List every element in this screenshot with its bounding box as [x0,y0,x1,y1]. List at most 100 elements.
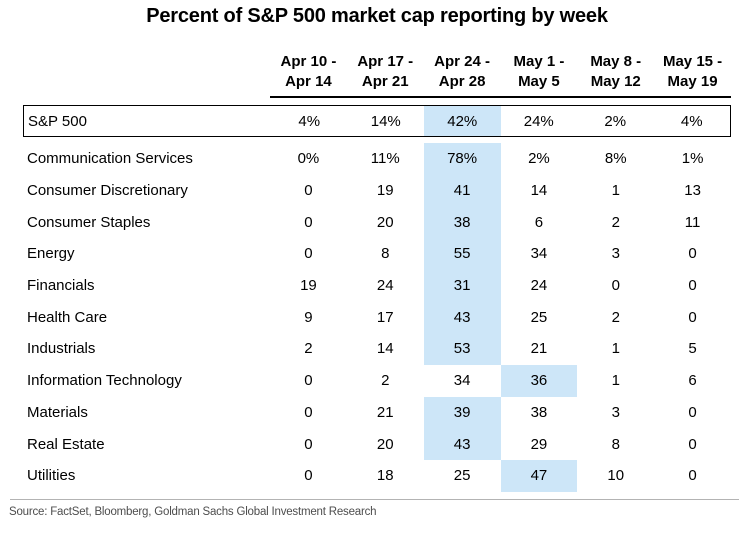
cell-value: 11 [684,213,701,231]
row-label: Communication Services [27,150,193,168]
cell-value: 13 [684,182,701,200]
cell-value: 55 [423,238,501,270]
cell-value: 0% [297,150,320,168]
footer-divider-line [10,499,739,500]
column-header-line1: Apr 10 - [280,53,337,70]
cell-value: 24 [530,277,548,295]
cell-value: 8% [604,150,627,168]
cell-value: 2 [381,372,390,390]
sector-row: Consumer Staples 0 20 38 6 2 11 [23,206,731,239]
sector-row: Utilities 0 18 25 47 10 0 [23,459,731,492]
row-label: Health Care [27,308,108,326]
sector-row: Financials 19 24 31 24 0 0 [23,269,731,302]
column-header-line1: May 1 - [513,53,565,70]
cell-value: 24% [523,112,554,130]
cell-value: 1 [611,372,620,390]
column-header-line1: Apr 17 - [357,53,414,70]
sector-row: Communication Services 0% 11% 78% 2% 8% … [23,143,731,175]
cell-value: 47 [500,459,578,492]
row-label: Real Estate [27,435,105,453]
cell-value: 24 [376,277,394,295]
cell-value: 25 [530,308,548,326]
cell-value: 9 [304,308,313,326]
cell-value: 43 [423,428,501,460]
cell-value: 21 [530,340,548,358]
cell-value: 39 [423,396,501,429]
cell-value: 10 [607,467,625,485]
sp500-row: S&P 500 4% 14% 42% 24% 2% 4% [23,105,731,137]
cell-value: 6 [688,372,697,390]
row-label: Materials [27,403,88,421]
cell-value: 2% [528,150,550,168]
row-label: Industrials [27,340,96,358]
row-label: Consumer Staples [27,213,151,231]
cell-value: 38 [530,403,548,421]
cell-value: 38 [423,206,501,239]
cell-value: 19 [376,182,394,200]
sector-rows: Communication Services 0% 11% 78% 2% 8% … [23,143,731,492]
cell-value: 34 [453,372,471,390]
cell-value: 0 [304,182,313,200]
cell-value: 0 [304,403,313,421]
column-header: May 1 - May 5 [500,52,578,98]
cell-value: 14% [370,112,401,130]
sector-row: Materials 0 21 39 38 3 0 [23,396,731,429]
sector-row: Consumer Discretionary 0 19 41 14 1 13 [23,174,731,207]
cell-value: 17 [376,308,394,326]
row-label: Financials [27,277,95,295]
cell-value: 1 [611,340,620,358]
column-header-line2: May 5 [518,73,560,90]
column-header-line2: May 12 [590,73,641,90]
cell-value: 2 [611,213,620,231]
column-header-line1: Apr 24 - [434,53,490,70]
row-label: Utilities [27,467,76,485]
sector-row: Health Care 9 17 43 25 2 0 [23,301,731,334]
cell-value: 42% [424,106,501,136]
cell-value: 29 [530,435,548,453]
cell-value: 0 [304,435,313,453]
cell-value: 36 [500,364,578,397]
cell-value: 4% [298,112,321,130]
cell-value: 1% [681,150,704,168]
cell-value: 0 [304,467,313,485]
cell-value: 34 [530,245,548,263]
row-label: Energy [27,245,75,263]
sector-row: Information Technology 0 2 34 36 1 6 [23,364,731,397]
cell-value: 14 [530,182,548,200]
cell-value: 4% [680,112,703,130]
column-header-line2: May 19 [667,73,718,90]
cell-value: 41 [423,174,501,207]
cell-value: 6 [534,213,544,231]
cell-value: 0 [304,213,313,231]
cell-value: 3 [611,403,620,421]
cell-value: 0 [688,403,697,421]
cell-value: 0 [611,277,620,295]
cell-value: 18 [376,467,394,485]
cell-value: 0 [688,308,697,326]
cell-value: 25 [453,467,471,485]
cell-value: 5 [688,340,697,358]
sector-row: Industrials 2 14 53 21 1 5 [23,333,731,365]
row-label: Consumer Discretionary [27,182,188,200]
column-header: Apr 24 - Apr 28 [423,52,501,98]
column-header-line2: Apr 21 [361,73,409,90]
cell-value: 19 [300,277,317,295]
column-header-line1: May 15 - [662,53,723,70]
cell-value: 31 [423,269,501,302]
table-header: Apr 10 - Apr 14 Apr 17 - Apr 21 Apr 24 -… [23,52,731,98]
chart-title: Percent of S&P 500 market cap reporting … [146,5,608,27]
sector-row: Energy 0 8 55 34 3 0 [23,238,731,270]
cell-value: 0 [304,372,313,390]
column-header: May 15 - May 19 [654,52,731,98]
cell-value: 78% [423,143,501,175]
cell-value: 20 [376,213,394,231]
cell-value: 1 [611,182,620,200]
column-header: May 8 - May 12 [577,52,655,98]
cell-value: 2 [304,340,313,358]
cell-value: 8 [381,245,390,263]
header-corner-spacer [23,52,270,98]
cell-value: 14 [376,340,394,358]
row-label: S&P 500 [28,112,87,130]
cell-value: 11% [370,150,400,168]
